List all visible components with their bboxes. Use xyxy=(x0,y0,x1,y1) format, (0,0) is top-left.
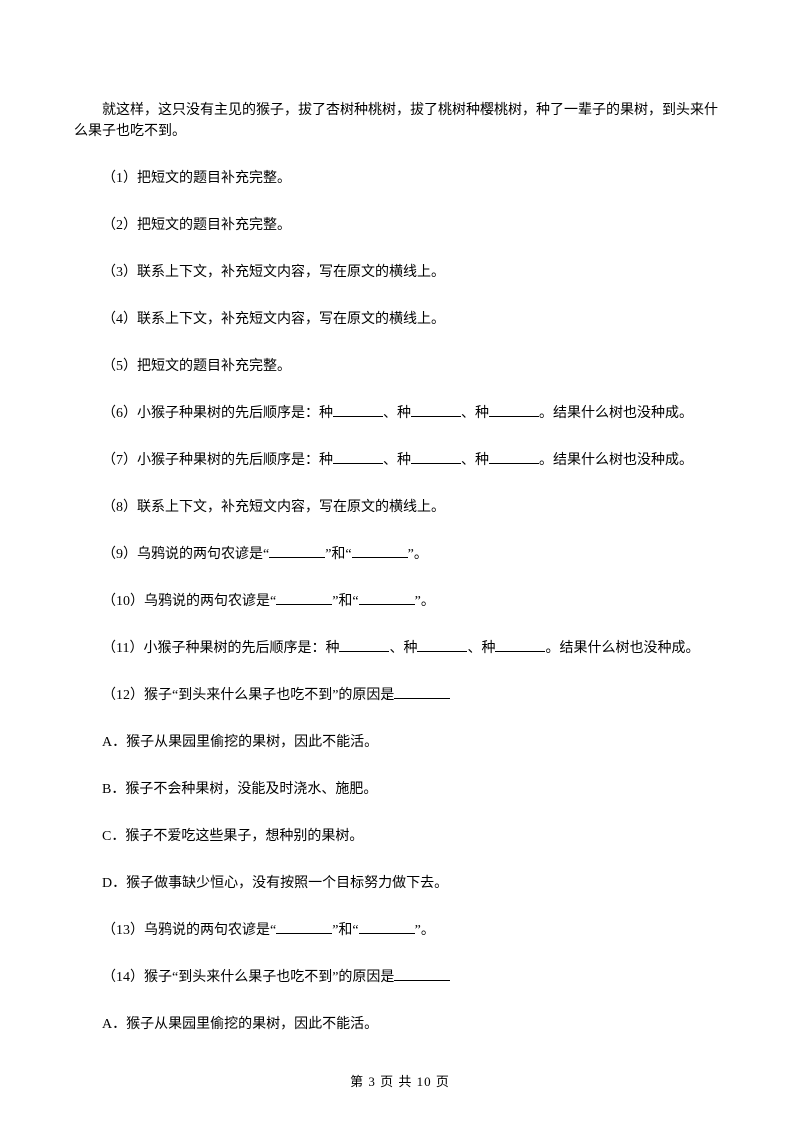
blank xyxy=(339,638,389,652)
q6-text-c: 、种 xyxy=(461,406,489,421)
page-content: 就这样，这只没有主见的猴子，拔了杏树种桃树，拔了桃树种樱桃树，种了一辈子的果树，… xyxy=(0,0,800,1035)
q7-text-d: 。结果什么树也没种成。 xyxy=(539,453,693,468)
q7-text-c: 、种 xyxy=(461,453,489,468)
blank xyxy=(269,544,325,558)
question-3: （3）联系上下文，补充短文内容，写在原文的横线上。 xyxy=(102,262,726,283)
question-10: （10）乌鸦说的两句农谚是“ ”和“ ”。 xyxy=(102,591,726,612)
blank xyxy=(495,638,545,652)
question-4: （4）联系上下文，补充短文内容，写在原文的横线上。 xyxy=(102,309,726,330)
blank xyxy=(276,591,332,605)
option-c: C．猴子不爱吃这些果子，想种别的果树。 xyxy=(102,826,726,847)
q13-text-b: ”和“ xyxy=(332,923,358,938)
option-a: A．猴子从果园里偷挖的果树，因此不能活。 xyxy=(102,732,726,753)
blank xyxy=(333,403,383,417)
q12-text: （12）猴子“到头来什么果子也吃不到”的原因是 xyxy=(102,688,394,703)
q14-text: （14）猴子“到头来什么果子也吃不到”的原因是 xyxy=(102,970,394,985)
question-12: （12）猴子“到头来什么果子也吃不到”的原因是 xyxy=(102,685,726,706)
option-a-2: A．猴子从果园里偷挖的果树，因此不能活。 xyxy=(102,1014,726,1035)
q9-text-c: ”。 xyxy=(408,547,428,562)
q10-text-c: ”。 xyxy=(415,594,435,609)
blank xyxy=(352,544,408,558)
option-d: D．猴子做事缺少恒心，没有按照一个目标努力做下去。 xyxy=(102,873,726,894)
q11-text-a: （11）小猴子种果树的先后顺序是：种 xyxy=(102,641,339,656)
q11-text-d: 。结果什么树也没种成。 xyxy=(545,641,699,656)
blank xyxy=(359,591,415,605)
blank xyxy=(276,920,332,934)
question-5: （5）把短文的题目补充完整。 xyxy=(102,356,726,377)
blank xyxy=(359,920,415,934)
q7-text-a: （7）小猴子种果树的先后顺序是：种 xyxy=(102,453,333,468)
question-1: （1）把短文的题目补充完整。 xyxy=(102,168,726,189)
question-11: （11）小猴子种果树的先后顺序是：种 、种 、种 。结果什么树也没种成。 xyxy=(102,638,726,659)
blank xyxy=(489,450,539,464)
question-8: （8）联系上下文，补充短文内容，写在原文的横线上。 xyxy=(102,497,726,518)
question-6: （6）小猴子种果树的先后顺序是：种 、种 、种 。结果什么树也没种成。 xyxy=(102,403,726,424)
q11-text-c: 、种 xyxy=(467,641,495,656)
q6-text-b: 、种 xyxy=(383,406,411,421)
q10-text-a: （10）乌鸦说的两句农谚是“ xyxy=(102,594,276,609)
question-14: （14）猴子“到头来什么果子也吃不到”的原因是 xyxy=(102,967,726,988)
q11-text-b: 、种 xyxy=(389,641,417,656)
question-13: （13）乌鸦说的两句农谚是“ ”和“ ”。 xyxy=(102,920,726,941)
q9-text-b: ”和“ xyxy=(325,547,351,562)
blank xyxy=(411,450,461,464)
blank xyxy=(394,967,450,981)
question-7: （7）小猴子种果树的先后顺序是：种 、种 、种 。结果什么树也没种成。 xyxy=(102,450,726,471)
q6-text-d: 。结果什么树也没种成。 xyxy=(539,406,693,421)
q13-text-a: （13）乌鸦说的两句农谚是“ xyxy=(102,923,276,938)
q7-text-b: 、种 xyxy=(383,453,411,468)
page-footer: 第 3 页 共 10 页 xyxy=(0,1071,800,1090)
q6-text-a: （6）小猴子种果树的先后顺序是：种 xyxy=(102,406,333,421)
intro-paragraph: 就这样，这只没有主见的猴子，拔了杏树种桃树，拔了桃树种樱桃树，种了一辈子的果树，… xyxy=(74,100,726,142)
blank xyxy=(394,685,450,699)
q13-text-c: ”。 xyxy=(415,923,435,938)
question-9: （9）乌鸦说的两句农谚是“ ”和“ ”。 xyxy=(102,544,726,565)
question-2: （2）把短文的题目补充完整。 xyxy=(102,215,726,236)
blank xyxy=(417,638,467,652)
blank xyxy=(411,403,461,417)
q10-text-b: ”和“ xyxy=(332,594,358,609)
blank xyxy=(489,403,539,417)
option-b: B．猴子不会种果树，没能及时浇水、施肥。 xyxy=(102,779,726,800)
blank xyxy=(333,450,383,464)
q9-text-a: （9）乌鸦说的两句农谚是“ xyxy=(102,547,269,562)
